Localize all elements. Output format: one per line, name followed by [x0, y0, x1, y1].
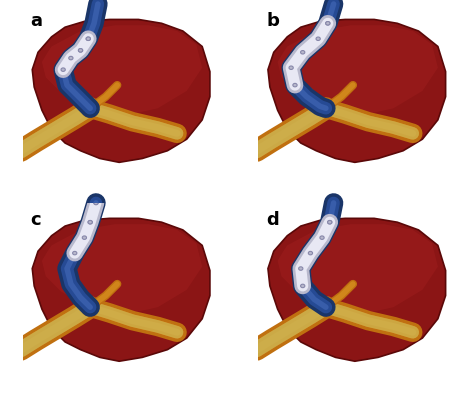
- Polygon shape: [42, 25, 202, 116]
- Ellipse shape: [82, 236, 87, 239]
- Ellipse shape: [69, 56, 73, 60]
- Ellipse shape: [88, 220, 92, 224]
- Ellipse shape: [86, 37, 91, 40]
- Ellipse shape: [61, 68, 65, 71]
- Text: d: d: [266, 211, 279, 229]
- Ellipse shape: [328, 220, 332, 224]
- Ellipse shape: [316, 37, 320, 40]
- Ellipse shape: [308, 251, 312, 255]
- Ellipse shape: [88, 220, 92, 224]
- Ellipse shape: [289, 66, 293, 70]
- Ellipse shape: [299, 267, 303, 270]
- Ellipse shape: [328, 220, 332, 224]
- Polygon shape: [32, 218, 210, 361]
- Ellipse shape: [78, 49, 82, 52]
- Ellipse shape: [73, 251, 77, 255]
- Ellipse shape: [86, 37, 91, 40]
- Ellipse shape: [301, 50, 305, 54]
- Text: a: a: [30, 12, 42, 30]
- Ellipse shape: [320, 236, 324, 239]
- Ellipse shape: [301, 284, 305, 288]
- Ellipse shape: [94, 201, 98, 205]
- Ellipse shape: [78, 49, 82, 52]
- Polygon shape: [42, 224, 202, 315]
- Text: c: c: [30, 211, 41, 229]
- Ellipse shape: [94, 201, 98, 205]
- Ellipse shape: [326, 22, 330, 25]
- Polygon shape: [268, 20, 446, 162]
- Polygon shape: [278, 224, 438, 315]
- Polygon shape: [32, 20, 210, 162]
- Text: b: b: [266, 12, 279, 30]
- Ellipse shape: [326, 22, 330, 25]
- Polygon shape: [278, 25, 438, 116]
- Ellipse shape: [293, 83, 297, 87]
- Polygon shape: [268, 218, 446, 361]
